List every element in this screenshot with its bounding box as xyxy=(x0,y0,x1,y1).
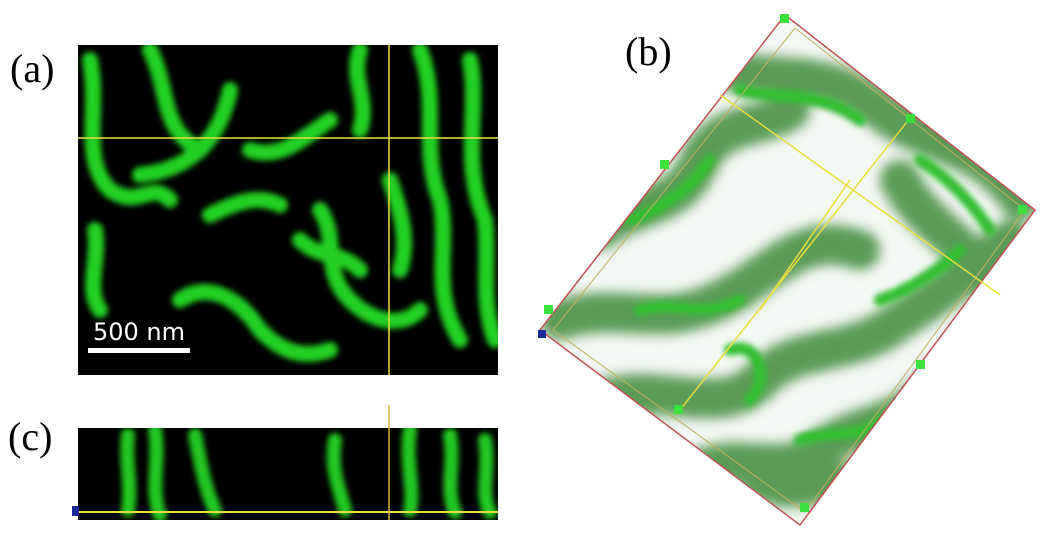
panel-label: (a) xyxy=(10,46,54,91)
axis-marker xyxy=(72,506,79,516)
bounding-box xyxy=(538,13,1037,527)
panel-label: (b) xyxy=(625,29,672,74)
panel-a-image: 500 nm xyxy=(78,45,498,375)
axis-marker xyxy=(538,330,546,338)
panel-c-image xyxy=(72,405,498,520)
scale-bar-label: 500 nm xyxy=(93,318,185,346)
panel-label: (c) xyxy=(8,414,52,459)
fluorescence xyxy=(82,45,498,362)
slice-line xyxy=(679,117,911,411)
image-background xyxy=(78,428,498,520)
panel-b-image xyxy=(538,13,1037,527)
slice-line xyxy=(719,94,1001,296)
slice-line xyxy=(759,179,851,311)
corner-markers xyxy=(544,14,1027,512)
scale-bar xyxy=(88,348,190,353)
fluorescence xyxy=(120,428,497,520)
